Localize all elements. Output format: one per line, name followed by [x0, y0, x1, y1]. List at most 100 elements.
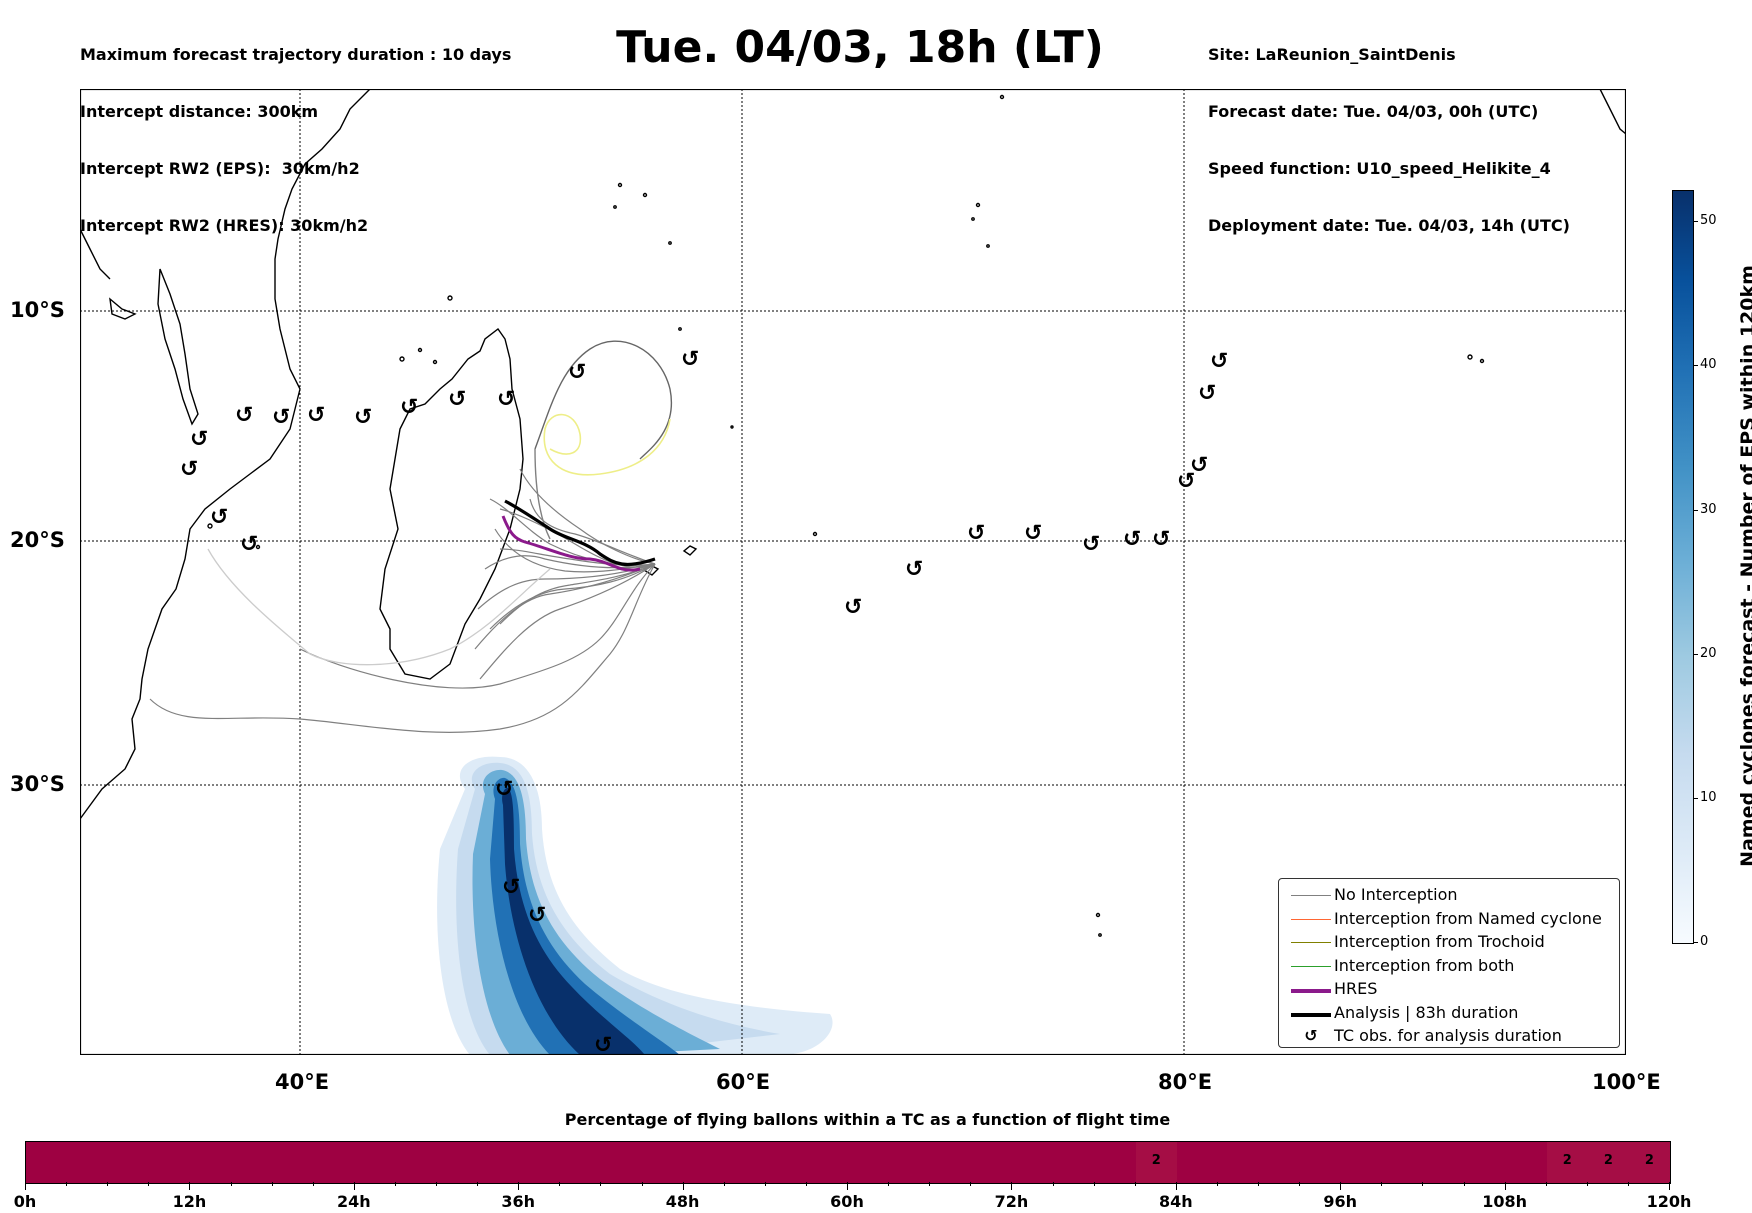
intercept-distance-text: Intercept distance: 300km [80, 102, 319, 121]
lon-label-60e: 60°E [716, 1070, 771, 1094]
timebar-tickline [1504, 1182, 1506, 1190]
legend-label: Analysis | 83h duration [1334, 1002, 1519, 1022]
timebar-minor-tick [1299, 1182, 1301, 1186]
cbar-tick-40: 40 [1700, 357, 1717, 372]
timebar: 2 2 2 2 [25, 1141, 1671, 1184]
timebar-minor-tick [148, 1182, 150, 1186]
cbar-tickline [1693, 654, 1698, 655]
timebar-tick-label: 108h [1482, 1192, 1527, 1211]
timebar-tick-label: 48h [665, 1192, 700, 1211]
tc-obs-symbol: ↺ [1082, 532, 1100, 557]
timebar-minor-tick [1134, 1182, 1136, 1186]
timebar-minor-tick [1381, 1182, 1383, 1186]
intercept-eps-text: Intercept RW2 (EPS): 30km/h2 [80, 159, 360, 178]
legend-label: Interception from Named cyclone [1334, 908, 1602, 928]
timebar-minor-tick [1627, 1182, 1629, 1186]
timebar-cell: 2 [1135, 1142, 1177, 1183]
timebar-minor-tick [1463, 1182, 1465, 1186]
cbar-tickline [1693, 221, 1698, 222]
timebar-tick-label: 36h [501, 1192, 536, 1211]
lat-label-30s: 30°S [10, 772, 65, 796]
timebar-minor-tick [1545, 1182, 1547, 1186]
intercept-hres-text: Intercept RW2 (HRES): 30km/h2 [80, 216, 369, 235]
legend-label: HRES [1334, 979, 1378, 998]
timebar-tick-label: 72h [994, 1192, 1029, 1211]
cbar-tickline [1693, 510, 1698, 511]
tc-obs-symbol: ↺ [967, 521, 985, 546]
tc-obs-symbol: ↺ [905, 557, 923, 582]
timebar-tickline [682, 1182, 684, 1190]
timebar-tick-label: 84h [1158, 1192, 1193, 1211]
tc-obs-symbol: ↺ [1123, 527, 1141, 552]
trajectory-map: ↺ ↺ ↺ ↺ ↺ ↺ ↺ ↺ ↺ ↺ ↺ ↺ ↺ ↺ ↺ ↺ ↺ ↺ ↺ ↺ … [80, 89, 1626, 1055]
lat-label-20s: 20°S [10, 528, 65, 552]
loop-trajectory [534, 340, 673, 460]
timebar-cell: 2 [1628, 1142, 1670, 1183]
timebar-minor-tick [888, 1182, 890, 1186]
timebar-tickline [353, 1182, 355, 1190]
tc-obs-symbol: ↺ [180, 457, 198, 482]
light-trajectory [207, 548, 551, 666]
legend-item: No Interception [1279, 885, 1619, 907]
timebar-minor-tick [107, 1182, 109, 1186]
loop-trajectory-tail [534, 448, 551, 540]
lon-label-80e: 80°E [1158, 1070, 1213, 1094]
tc-obs-symbol: ↺ [1177, 469, 1195, 494]
cbar-tick-50: 50 [1700, 213, 1717, 228]
tc-obs-symbol: ↺ [1190, 453, 1208, 478]
cbar-tick-0: 0 [1700, 934, 1709, 949]
tc-obs-symbol: ↺ [681, 347, 699, 372]
timebar-tickline [1011, 1182, 1013, 1190]
forecast-date-text: Forecast date: Tue. 04/03, 00h (UTC) [1208, 102, 1539, 121]
timebar-cell: 2 [1546, 1142, 1588, 1183]
cbar-tickline [1693, 798, 1698, 799]
timebar-minor-tick [477, 1182, 479, 1186]
colorbar [1672, 190, 1694, 944]
timebar-minor-tick [1258, 1182, 1259, 1186]
legend-label: No Interception [1334, 885, 1458, 904]
map-frame [80, 89, 1626, 1055]
tc-obs-symbol: ↺ [502, 875, 520, 900]
timebar-tickline [1175, 1182, 1177, 1190]
tc-obs-symbol: ↺ [354, 405, 372, 430]
tc-obs-symbol: ↺ [497, 387, 515, 412]
tc-obs-symbol: ↺ [844, 595, 862, 620]
timebar-minor-tick [436, 1182, 437, 1186]
tc-obs-symbol: ↺ [594, 1033, 612, 1055]
eps-trajectories [149, 468, 656, 733]
cbar-tickline [1693, 365, 1698, 366]
timebar-cell: 2 [1587, 1142, 1629, 1183]
legend-swatch [1291, 1012, 1331, 1017]
timebar-tick-label: 120h [1646, 1192, 1692, 1211]
lon-label-40e: 40°E [275, 1070, 330, 1094]
timebar-minor-tick [1093, 1182, 1095, 1186]
tc-obs-symbol: ↺ [272, 405, 290, 430]
timebar-tick-label: 0h [13, 1192, 37, 1211]
timebar-minor-tick [600, 1182, 602, 1186]
timebar-minor-tick [1586, 1182, 1588, 1186]
cbar-tickline [1693, 942, 1698, 943]
speed-function-text: Speed function: U10_speed_Helikite_4 [1208, 159, 1551, 178]
timebar-minor-tick [394, 1182, 396, 1186]
timebar-minor-tick [805, 1182, 807, 1186]
timebar-minor-tick [271, 1182, 273, 1186]
trochoid-track [543, 413, 671, 476]
cbar-tick-10: 10 [1700, 790, 1717, 805]
legend-swatch [1291, 965, 1331, 967]
legend-item: ↺ TC obs. for analysis duration [1279, 1026, 1619, 1048]
timebar-tickline [847, 1182, 848, 1190]
lon-label-100e: 100°E [1592, 1070, 1661, 1094]
timebar-tick-label: 60h [830, 1192, 864, 1211]
timebar-tick-label: 96h [1323, 1192, 1358, 1211]
header-right: Site: LaReunion_SaintDenis Forecast date… [1208, 7, 1570, 254]
tc-obs-symbol: ↺ [190, 427, 208, 452]
tc-observations: ↺ ↺ ↺ ↺ ↺ ↺ ↺ ↺ ↺ ↺ ↺ ↺ ↺ ↺ ↺ ↺ ↺ ↺ ↺ ↺ … [180, 347, 1228, 1055]
coastlines [80, 89, 1626, 937]
timebar-minor-tick [764, 1182, 766, 1186]
analysis-track [504, 499, 656, 567]
max-duration-text: Maximum forecast trajectory duration : 1… [80, 45, 512, 64]
timebar-title: Percentage of flying ballons within a TC… [564, 1110, 1171, 1129]
map-legend: No Interception Interception from Named c… [1278, 878, 1620, 1048]
timebar-minor-tick [312, 1182, 314, 1186]
timebar-tickline [1340, 1182, 1342, 1190]
